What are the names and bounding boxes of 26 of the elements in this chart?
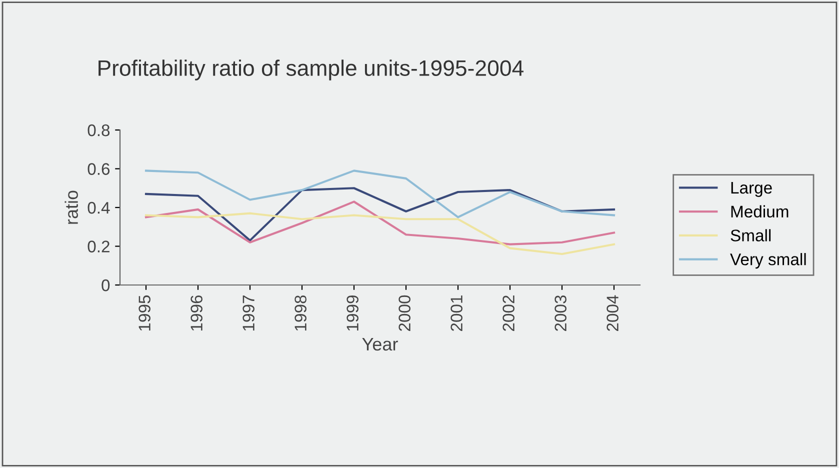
- line-series: [144, 212, 616, 256]
- x-tick-label: 1996: [190, 295, 202, 331]
- x-tick-label: 2001: [450, 296, 462, 331]
- x-axis-title: Year: [362, 338, 398, 351]
- x-tick-label: 1999: [346, 296, 358, 331]
- line-series: [144, 187, 616, 242]
- legend-label: Very small: [730, 253, 806, 269]
- chart-title: Profitability ratio of sample units-1995-2004: [98, 60, 524, 80]
- x-tick-label: 2000: [398, 295, 410, 331]
- y-tick-label: 0.2: [88, 240, 110, 252]
- legend-label: Medium: [731, 205, 788, 218]
- line-series: [144, 200, 616, 246]
- y-tick-label: 0.6: [88, 163, 110, 175]
- legend-label: Large: [731, 182, 772, 197]
- y-tick-label: 0.4: [88, 202, 110, 214]
- y-axis-title: ratio: [64, 190, 78, 224]
- line-series: [144, 170, 616, 218]
- x-tick-label: 2002: [502, 296, 514, 331]
- legend-label: Small: [730, 229, 771, 242]
- x-tick-label: 1995: [138, 295, 150, 331]
- x-tick-label: 1998: [294, 295, 306, 331]
- y-tick-label: 0: [102, 279, 110, 292]
- x-tick-label: 2004: [606, 295, 618, 331]
- x-tick-label: 2003: [554, 295, 566, 331]
- x-tick-label: 1997: [242, 296, 254, 331]
- y-tick-label: 0.8: [88, 124, 110, 136]
